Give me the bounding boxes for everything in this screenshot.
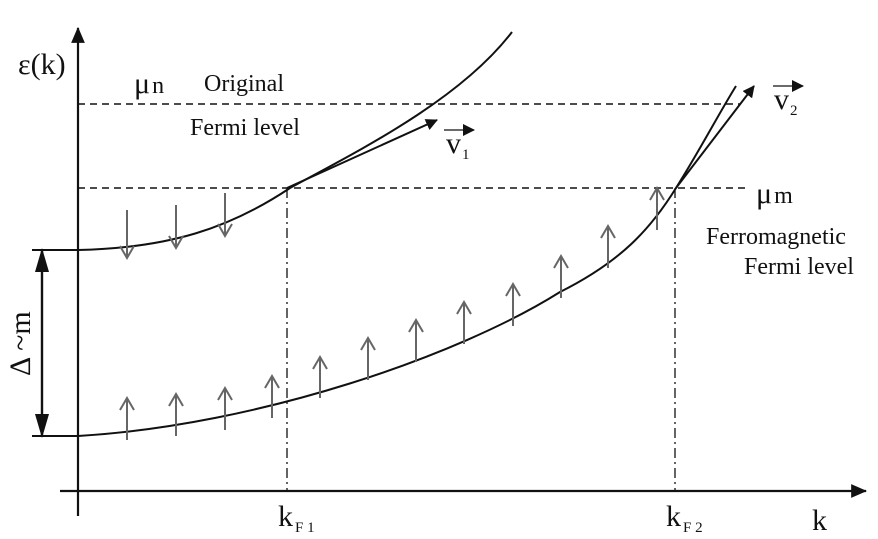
spin-up-arrow-2 [168,392,184,436]
spin-up-arrow-1 [119,396,135,440]
spin-up-arrow-10 [553,254,569,298]
mu-n-symbol: μ [134,67,150,100]
spin-up-arrow-5-head [312,355,328,370]
spin-down-band-curve [77,31,513,251]
v2-subscript: 2 [790,103,798,119]
spin-up-arrow-6 [360,336,376,380]
kF2-symbol: k [666,500,681,533]
spin-up-arrow-7 [408,318,424,362]
spin-up-arrow-2-head [168,392,184,407]
spin-up-arrow-11 [600,224,616,268]
original-fermi-line1: Original [204,71,284,97]
v1-subscript: 1 [462,147,470,163]
v1-label: v1 [444,124,475,163]
mu-n-subscript: n [152,73,164,99]
spin-up-arrow-9 [505,282,521,326]
spin-up-arrow-7-head [408,318,424,333]
spin-down-arrow-2 [168,205,184,250]
x-axis-label: k [812,504,827,537]
ferro-fermi-line2: Fermi level [744,254,854,280]
spin-down-arrows [119,193,233,260]
spin-up-arrow-12 [649,186,665,230]
spin-up-arrows [119,186,665,440]
spin-up-arrow-8 [456,300,472,344]
spin-up-arrow-1-head [119,396,135,411]
spin-up-band-curve [77,85,737,437]
spin-down-arrow-2-head [168,235,184,250]
v2-label: v2 [773,80,804,119]
kF2-subscript: F 2 [683,520,703,536]
v1-symbol: v [446,127,461,160]
v1-tangent-arrow [286,119,438,189]
mu-n-label: μn [134,67,164,100]
y-axis-label: ε(k) [18,48,66,81]
spin-down-arrow-1-head [119,245,135,260]
v2-tangent-arrow [675,85,755,189]
mu-m-subscript: m [774,183,793,209]
kF1-subscript: F 1 [295,520,315,536]
v2-text: v2 [774,83,798,119]
original-fermi-line2: Fermi level [190,115,300,141]
v2-symbol: v [774,83,789,116]
v1-text: v1 [446,127,470,163]
spin-down-arrow-3-head [217,223,233,238]
spin-down-arrow-1 [119,210,135,260]
kF1-symbol: k [278,500,293,533]
spin-up-arrow-4-head [264,374,280,389]
ferro-fermi-line1: Ferromagnetic [706,224,846,250]
gap-arrow-head-bottom [35,414,49,438]
spin-up-arrow-4 [264,374,280,418]
mu-m-label: μm [756,177,793,210]
spin-up-arrow-3 [217,386,233,430]
gap-arrow-head-top [35,248,49,272]
spin-up-arrow-10-head [553,254,569,269]
spin-up-arrow-8-head [456,300,472,315]
mu-m-symbol: μ [756,177,772,210]
spin-up-arrow-3-head [217,386,233,401]
gap-label: Δ ~m [4,311,37,376]
spin-up-arrow-6-head [360,336,376,351]
spin-down-arrow-3 [217,193,233,238]
spin-up-arrow-5 [312,355,328,398]
spin-up-arrow-9-head [505,282,521,297]
spin-up-arrow-12-head [649,186,665,201]
spin-up-arrow-11-head [600,224,616,239]
